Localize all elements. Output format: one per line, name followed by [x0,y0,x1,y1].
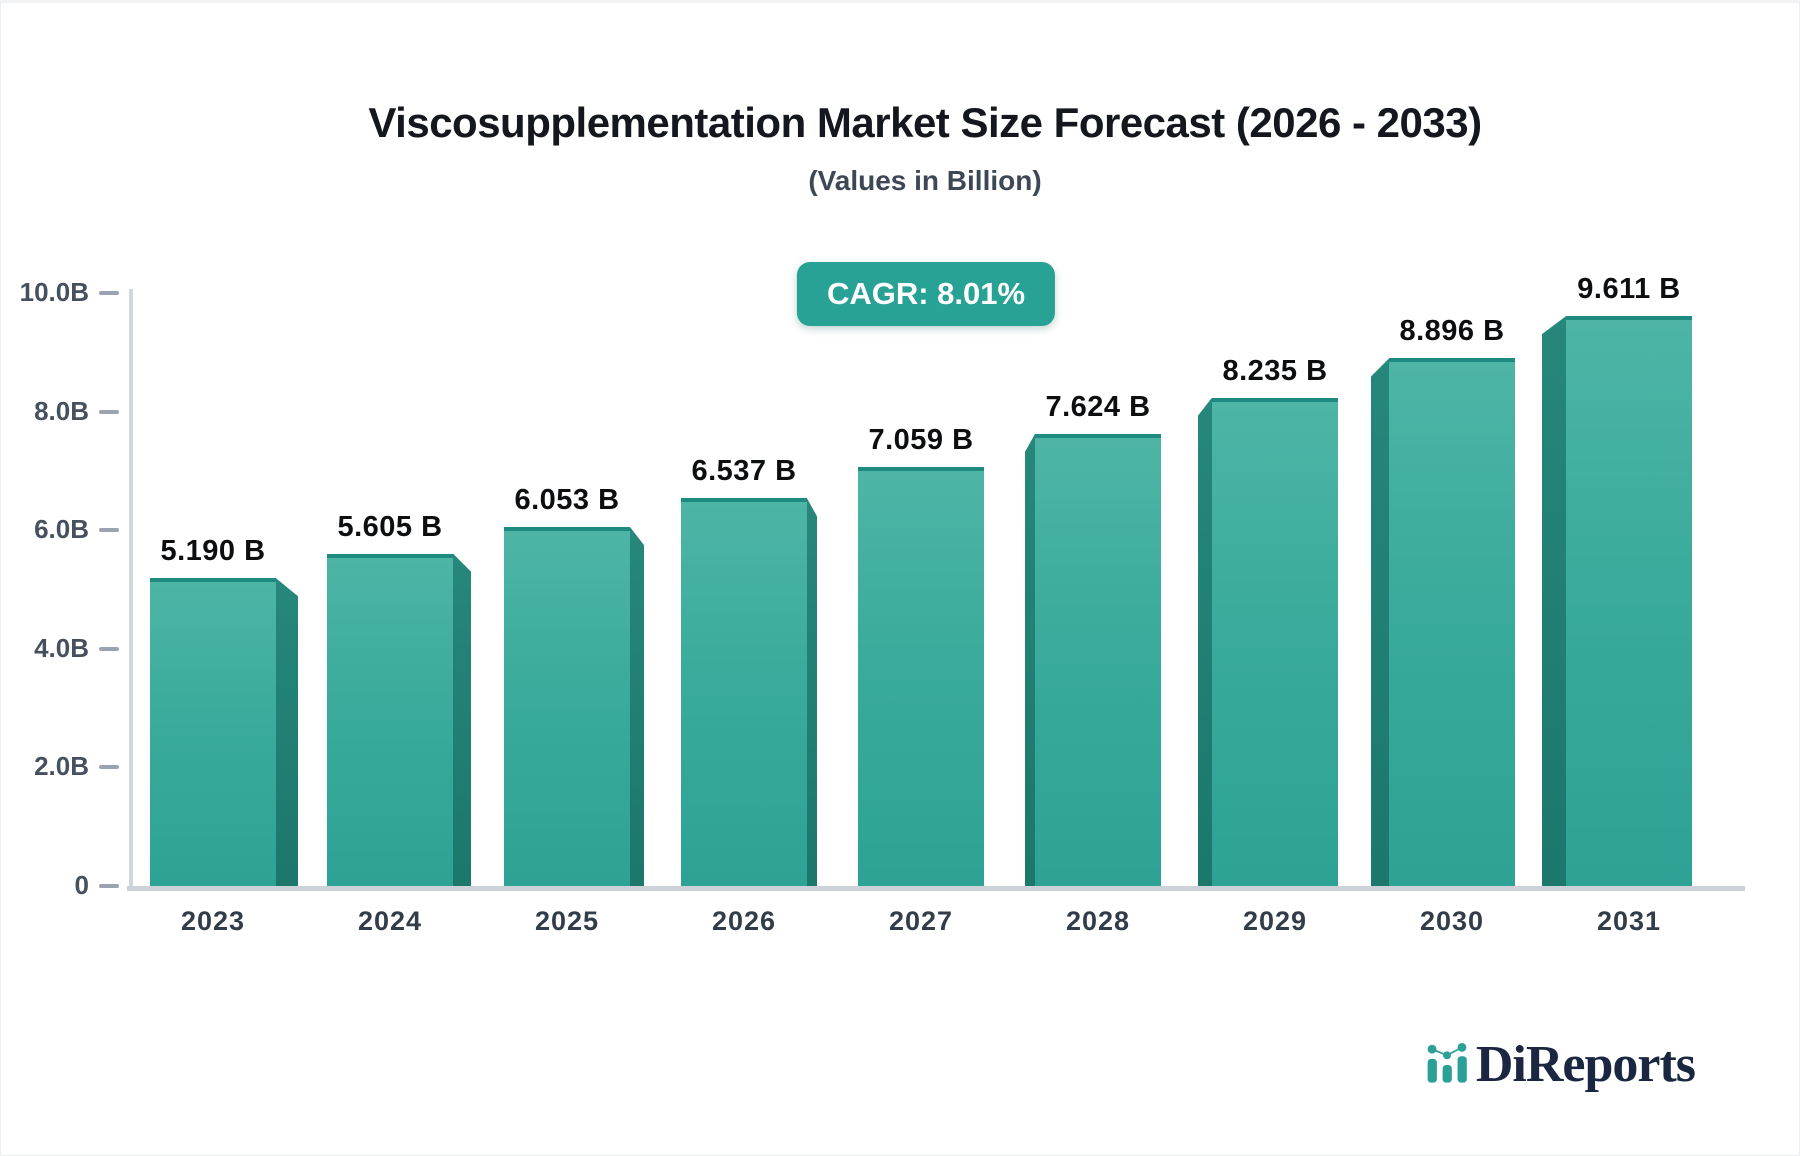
bar-2024 [327,553,471,886]
bar-face [1389,358,1515,886]
bar-face [681,498,807,886]
page-title: Viscosupplementation Market Size Forecas… [368,99,1482,146]
y-tick-dash [99,528,119,533]
x-tick-label: 2027 [888,906,954,936]
bar-side [630,527,644,886]
bar-side [1198,397,1212,886]
x-tick-label: 2028 [1065,906,1131,936]
chart-subtitle: (Values in Billion) [808,165,1042,196]
bar-value-label: 7.059 B [868,424,974,457]
bar-value-label: 5.190 B [160,535,266,568]
bar-top-edge [504,527,630,532]
bar-side [453,553,471,886]
chart-plot-area: 10.0B 8.0B 6.0B 4.0B 2.0B 0 5.190 B 2023 5.605 B… [1,3,1799,1155]
y-tick-label: 0 [74,870,89,900]
bar-2027 [858,467,984,886]
bar-2029 [1198,397,1338,886]
y-axis-line [129,289,133,891]
bar-2030 [1371,358,1515,886]
x-tick-label: 2025 [534,906,600,936]
bar-value-label: 8.896 B [1399,315,1505,348]
x-tick-label: 2026 [711,906,777,936]
bar-side [1025,433,1035,886]
bar-2028 [1025,433,1161,886]
y-tick-label: 8.0B [34,395,89,426]
bar-side [807,498,817,886]
bar-top-edge [858,467,984,472]
bar-top-edge [327,553,453,558]
bar-top-edge [1389,358,1515,363]
y-tick-label: 4.0B [34,632,89,663]
y-tick-dash [99,291,119,295]
logo-text: DiReports [1475,1036,1696,1094]
x-tick-label: 2030 [1419,906,1485,936]
bar-side [1371,358,1389,886]
bar-side [1542,316,1566,886]
bar-value-label: 5.605 B [337,510,443,543]
y-tick-dash [99,409,119,414]
y-tick-label: 10.0B [19,277,89,307]
bar-value-label: 6.053 B [514,484,620,517]
y-tick-dash [99,884,119,888]
x-tick-label: 2024 [357,906,423,936]
y-tick-dash [99,646,119,651]
bar-2031 [1542,316,1692,886]
bar-face [150,578,276,886]
bar-2025 [504,527,644,886]
direports-logo: DiReports [1424,1036,1696,1094]
mini-bar-line-chart-icon [1427,1043,1467,1083]
bar-value-label: 6.537 B [691,455,797,488]
bar-value-label: 8.235 B [1222,354,1328,387]
x-tick-label: 2031 [1596,906,1662,936]
y-tick-label: 6.0B [34,514,89,545]
bar-face [1566,316,1692,886]
bar-2026 [681,498,817,886]
bar-value-label: 7.624 B [1045,390,1151,423]
cagr-badge: CAGR: 8.01% [796,262,1056,326]
bar-face [858,467,984,886]
bar-value-label: 9.611 B [1577,273,1681,306]
bar-top-edge [681,498,807,503]
x-tick-label: 2023 [180,906,246,936]
x-tick-label: 2029 [1242,906,1308,936]
bar-face [1035,433,1161,886]
bar-2023 [150,578,298,886]
bar-face [327,553,453,886]
y-tick-label: 2.0B [34,751,89,782]
bar-side [276,578,298,886]
y-tick-dash [99,765,119,770]
bar-top-edge [150,578,276,583]
x-axis-line [127,886,1745,891]
bar-face [1212,397,1338,886]
bar-top-edge [1212,397,1338,402]
bar-face [504,527,630,886]
bar-top-edge [1035,433,1161,438]
bar-top-edge [1566,316,1692,321]
